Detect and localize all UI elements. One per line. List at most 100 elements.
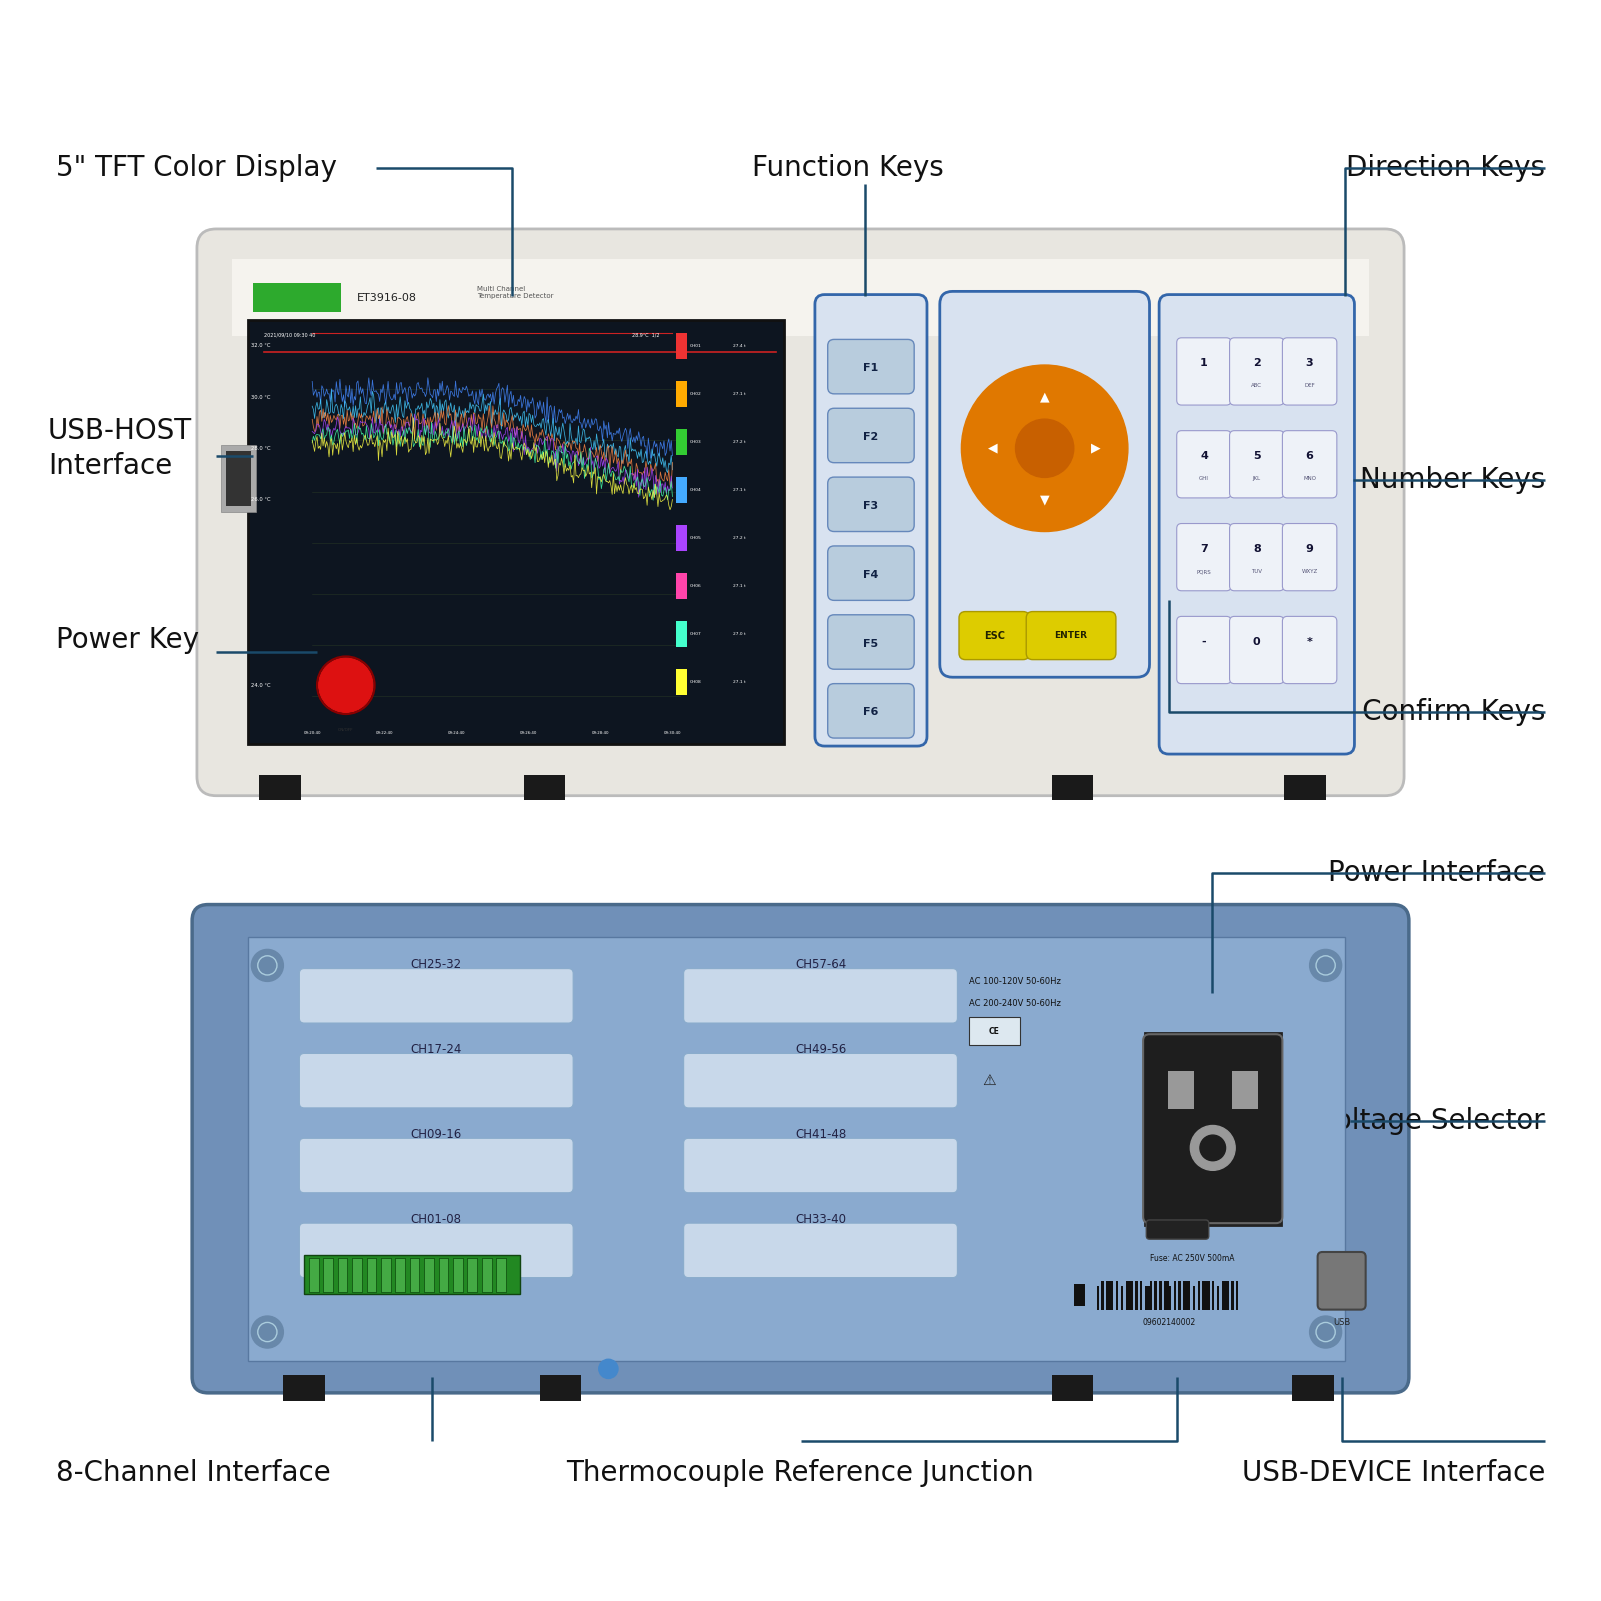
Circle shape <box>1310 1316 1342 1348</box>
Text: 3: 3 <box>1306 359 1313 368</box>
Text: DEF: DEF <box>1305 383 1314 389</box>
Bar <box>253 283 341 312</box>
FancyBboxPatch shape <box>1282 338 1337 405</box>
Bar <box>1126 1281 1130 1310</box>
Text: CH05: CH05 <box>690 536 701 540</box>
FancyBboxPatch shape <box>1177 524 1231 591</box>
Bar <box>676 669 687 695</box>
FancyBboxPatch shape <box>684 1138 957 1193</box>
Text: ON/OFF: ON/OFF <box>338 728 354 732</box>
Text: 30.0 °C: 30.0 °C <box>251 394 271 400</box>
FancyBboxPatch shape <box>1230 524 1284 591</box>
FancyBboxPatch shape <box>828 477 914 532</box>
Bar <box>1074 1284 1085 1306</box>
Text: 27.1 t: 27.1 t <box>733 680 746 684</box>
FancyBboxPatch shape <box>299 1138 573 1193</box>
Text: -: - <box>1202 637 1206 647</box>
Text: 09:22:40: 09:22:40 <box>376 732 392 735</box>
Text: 09:30:40: 09:30:40 <box>664 732 680 735</box>
Text: 4: 4 <box>1201 451 1207 461</box>
Text: 0: 0 <box>1254 637 1260 647</box>
Bar <box>1135 1281 1137 1310</box>
FancyBboxPatch shape <box>1230 338 1284 405</box>
Bar <box>676 333 687 359</box>
Text: 09:20:40: 09:20:40 <box>304 732 320 735</box>
FancyBboxPatch shape <box>299 1223 573 1278</box>
Text: AC 100-120V 50-60Hz: AC 100-120V 50-60Hz <box>969 977 1060 986</box>
Text: 09:26:40: 09:26:40 <box>520 732 536 735</box>
FancyBboxPatch shape <box>299 969 573 1023</box>
Text: MNO: MNO <box>1303 475 1316 482</box>
Bar <box>1130 1281 1132 1310</box>
Text: PQRS: PQRS <box>1196 568 1212 575</box>
FancyBboxPatch shape <box>1282 616 1337 684</box>
Bar <box>1101 1281 1105 1310</box>
Text: F1: F1 <box>863 363 879 373</box>
Circle shape <box>251 1316 283 1348</box>
Text: *: * <box>1306 637 1313 647</box>
Bar <box>1052 1375 1093 1401</box>
Text: USB-HOST
Interface: USB-HOST Interface <box>48 416 192 480</box>
Bar <box>1164 1281 1169 1310</box>
Text: 28.9°C  1/2: 28.9°C 1/2 <box>632 331 660 338</box>
FancyBboxPatch shape <box>197 229 1404 796</box>
FancyBboxPatch shape <box>1230 616 1284 684</box>
Text: CH02: CH02 <box>690 392 701 395</box>
Text: Fuse: AC 250V 500mA: Fuse: AC 250V 500mA <box>1150 1254 1234 1263</box>
Text: 27.2 t: 27.2 t <box>733 440 746 443</box>
Bar <box>496 1258 506 1292</box>
Text: F5: F5 <box>863 639 879 648</box>
Text: 09:24:40: 09:24:40 <box>448 732 464 735</box>
Text: 27.2 t: 27.2 t <box>733 536 746 540</box>
Text: 7: 7 <box>1201 544 1207 554</box>
Bar <box>1188 1281 1191 1310</box>
Text: ⚠: ⚠ <box>983 1073 996 1089</box>
Bar <box>1292 1375 1334 1401</box>
Bar <box>482 1258 492 1292</box>
Bar <box>969 1017 1020 1045</box>
Bar <box>1231 1281 1233 1310</box>
Bar <box>1284 775 1326 800</box>
Text: 2: 2 <box>1254 359 1260 368</box>
Text: ESC: ESC <box>983 631 1005 640</box>
Text: 2021/09/10 09:30 40: 2021/09/10 09:30 40 <box>264 331 315 338</box>
FancyBboxPatch shape <box>1177 616 1231 684</box>
FancyBboxPatch shape <box>1159 295 1354 754</box>
Circle shape <box>319 658 373 712</box>
Text: ABC: ABC <box>1252 383 1262 389</box>
Bar <box>424 1258 434 1292</box>
Bar <box>1202 1281 1207 1310</box>
FancyBboxPatch shape <box>940 291 1150 677</box>
Text: CH17-24: CH17-24 <box>410 1042 463 1057</box>
Text: 27.1 t: 27.1 t <box>733 584 746 588</box>
Text: CH33-40: CH33-40 <box>796 1212 845 1226</box>
Text: CH41-48: CH41-48 <box>794 1127 847 1142</box>
Text: Voltage Selector: Voltage Selector <box>1318 1106 1545 1135</box>
Circle shape <box>1015 419 1074 477</box>
Text: ▲: ▲ <box>1039 391 1050 403</box>
Bar <box>1150 1281 1151 1310</box>
Text: CH25-32: CH25-32 <box>411 957 461 972</box>
Text: WXYZ: WXYZ <box>1302 568 1318 575</box>
Text: 09:28:40: 09:28:40 <box>592 732 608 735</box>
Bar <box>381 1258 391 1292</box>
Text: CH04: CH04 <box>690 488 701 492</box>
Text: CH09-16: CH09-16 <box>410 1127 463 1142</box>
Text: ▶: ▶ <box>1092 442 1101 455</box>
FancyBboxPatch shape <box>192 905 1409 1393</box>
Bar <box>221 445 256 512</box>
Bar <box>395 1258 405 1292</box>
Bar <box>1121 1286 1122 1310</box>
Circle shape <box>961 365 1127 532</box>
Bar <box>1207 1281 1210 1310</box>
Bar <box>1217 1286 1220 1310</box>
FancyBboxPatch shape <box>1282 524 1337 591</box>
Text: AC 200-240V 50-60Hz: AC 200-240V 50-60Hz <box>969 999 1060 1009</box>
Text: 27.1 t: 27.1 t <box>733 488 746 492</box>
Bar <box>676 477 687 503</box>
Bar <box>1178 1281 1182 1310</box>
Bar <box>453 1258 463 1292</box>
Bar <box>1233 1071 1257 1109</box>
Bar <box>540 1375 581 1401</box>
Text: 32.0 °C: 32.0 °C <box>251 343 271 349</box>
